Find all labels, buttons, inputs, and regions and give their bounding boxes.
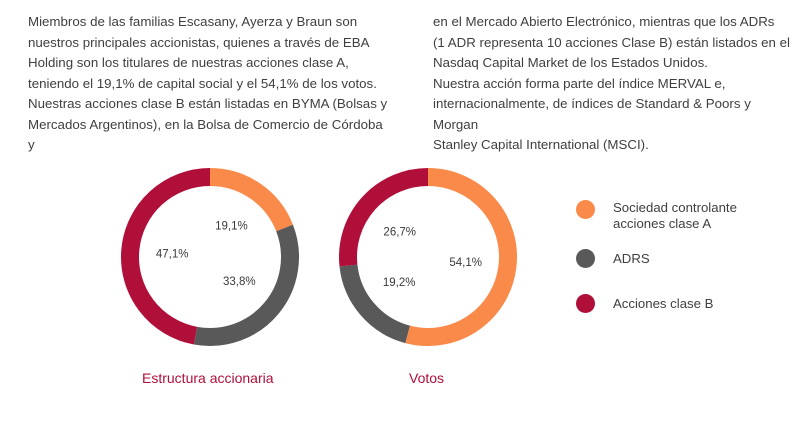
legend-item-sociedad: Sociedad controlante acciones clase A	[576, 200, 783, 232]
text-right-line-1: en el Mercado Abierto Electrónico, mient…	[433, 14, 775, 29]
intro-text-left: Miembros de las familias Escasany, Ayerz…	[28, 12, 388, 156]
legend-label-adrs: ADRS	[613, 251, 650, 266]
donut-0-slice-clase_b	[121, 168, 211, 345]
legend-label-clase-b: Acciones clase B	[613, 296, 714, 311]
text-right-line-6: Stanley Capital International (MSCI).	[433, 137, 649, 152]
text-left-line-5: Nuestras acciones clase B están listadas…	[28, 96, 388, 111]
donut-0-label-sociedad: 19,1%	[215, 221, 248, 233]
text-left-line-6: Mercados Argentinos), en la Bolsa de Com…	[28, 116, 383, 153]
donut-1-label-sociedad: 54,1%	[449, 257, 482, 269]
legend-item-clase-b: Acciones clase B	[576, 294, 783, 313]
donut-1-slice-clase_b	[339, 168, 429, 267]
legend-swatch-clase-b	[576, 294, 595, 313]
donut-1-slice-sociedad	[405, 168, 517, 346]
legend-item-adrs: ADRS	[576, 249, 783, 268]
legend-label-sociedad: Sociedad controlante acciones clase A	[613, 200, 737, 231]
text-right-line-2: (1 ADR representa 10 acciones Clase B) e…	[433, 34, 790, 50]
legend-swatch-adrs	[576, 249, 595, 268]
donut-1-label-adrs: 19,2%	[383, 277, 416, 289]
chart-title-votos: Votos	[409, 370, 445, 386]
donut-1-slice-adrs	[339, 264, 411, 344]
text-right-line-4: Nuestra acción forma parte del índice ME…	[433, 75, 726, 91]
text-right-line-3: Nasdaq Capital Market de los Estados Uni…	[433, 55, 708, 70]
donut-0-label-adrs: 33,8%	[223, 276, 256, 288]
legend-swatch-sociedad	[576, 200, 595, 219]
donut-0-label-clase_b: 47,1%	[156, 249, 189, 261]
donut-1-label-clase_b: 26,7%	[383, 227, 416, 239]
text-left-line-1: Miembros de las familias Escasany, Ayerz…	[28, 14, 358, 29]
chart-title-estructura: Estructura accionaria	[142, 370, 274, 386]
text-left-line-4: teniendo el 19,1% de capital social y el…	[28, 75, 377, 91]
text-right-line-5: internacionalmente, de índices de Standa…	[433, 96, 751, 132]
donut-0-slice-sociedad	[209, 168, 293, 232]
donut-0-slice-adrs	[193, 224, 299, 346]
intro-text-right: en el Mercado Abierto Electrónico, mient…	[433, 12, 793, 156]
text-left-line-3: Holding son los titulares de nuestras ac…	[28, 55, 349, 70]
text-left-line-2: nuestros principales accionistas, quiene…	[28, 34, 370, 50]
